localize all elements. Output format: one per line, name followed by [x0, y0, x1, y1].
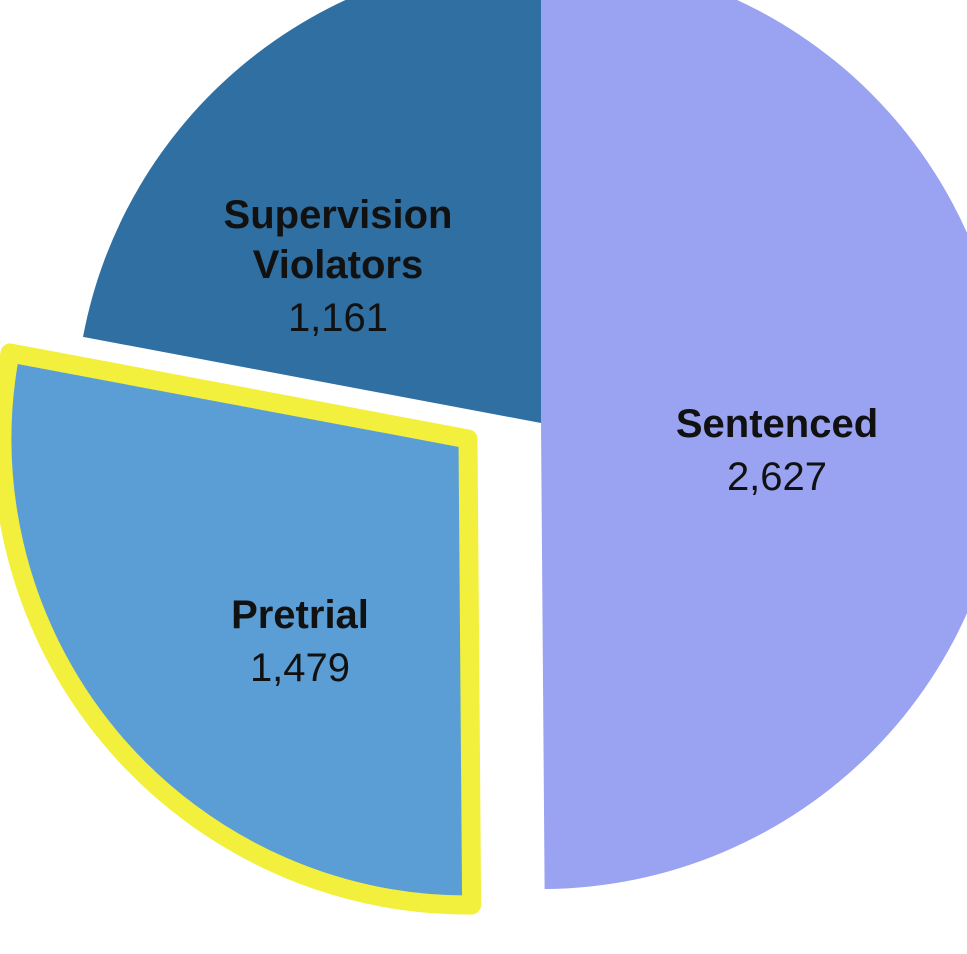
pie-slices	[0, 0, 967, 915]
slice-label-supervision-name-line1: Supervision	[224, 193, 453, 237]
slice-label-pretrial-value: 1,479	[250, 646, 350, 690]
slice-label-supervision-name-line2: Violators	[253, 243, 423, 287]
pie-slice-supervision-violators	[83, 0, 541, 423]
slice-label-supervision-value: 1,161	[288, 296, 388, 340]
slice-label-sentenced-name: Sentenced	[676, 402, 878, 446]
slice-label-sentenced-value: 2,627	[727, 455, 827, 499]
pie-labels: Sentenced 2,627 Pretrial 1,479 Supervisi…	[224, 193, 879, 690]
pie-slice-sentenced	[541, 0, 967, 889]
pie-slice-pretrial	[0, 343, 482, 915]
slice-label-pretrial-name: Pretrial	[231, 593, 369, 637]
